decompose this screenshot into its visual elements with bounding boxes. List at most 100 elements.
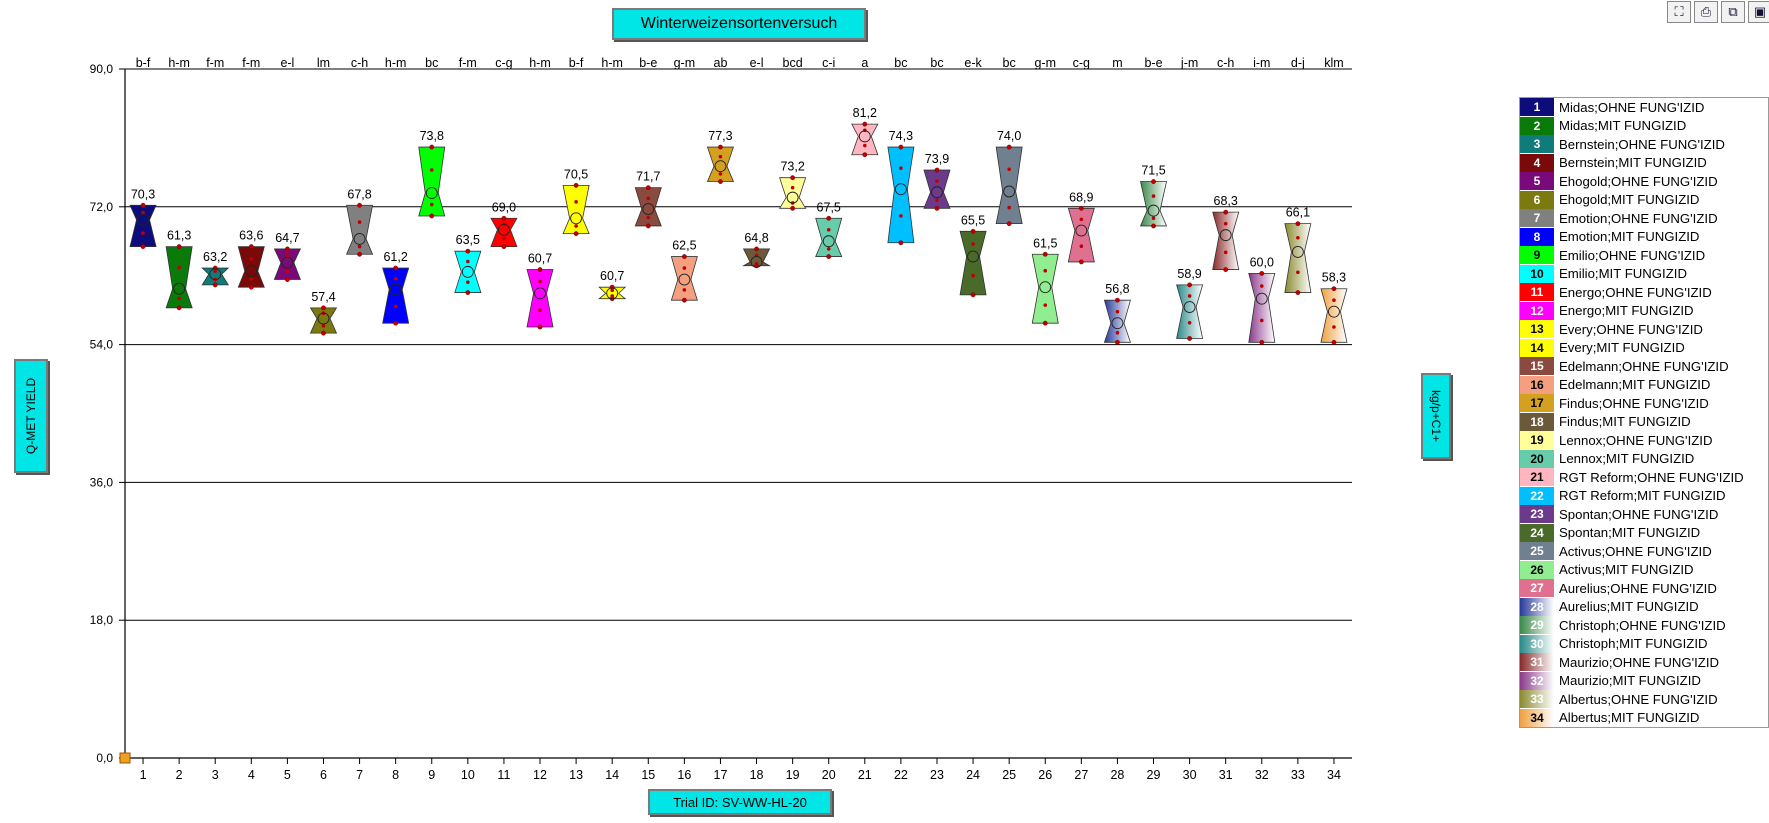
mean-marker (245, 265, 258, 278)
legend-swatch: 20 (1520, 449, 1554, 468)
mean-marker (750, 255, 763, 268)
legend-label: Emotion;MIT FUNGIZID (1559, 229, 1700, 245)
legend-swatch: 26 (1520, 560, 1554, 579)
legend-swatch: 17 (1520, 394, 1554, 413)
legend-label: Bernstein;OHNE FUNG'IZID (1559, 136, 1725, 152)
significance-letter: j-m (1180, 56, 1198, 70)
data-point (1187, 336, 1193, 341)
data-point (610, 294, 614, 298)
significance-letter: f-m (459, 56, 477, 70)
mean-marker (1003, 185, 1016, 198)
legend-swatch: 29 (1520, 616, 1554, 635)
data-point (899, 214, 903, 218)
legend-swatch: 4 (1520, 153, 1554, 172)
print-icon[interactable]: ⎙ (1694, 1, 1718, 23)
fit-screen-icon[interactable]: ⛶ (1667, 1, 1691, 23)
legend-item: 17 Findus;OHNE FUNG'IZID (1520, 394, 1768, 413)
data-point (501, 244, 507, 250)
legend-label: Energo;MIT FUNGIZID (1559, 303, 1694, 319)
legend-swatch: 24 (1520, 523, 1554, 542)
data-point (429, 213, 435, 219)
data-point (1332, 298, 1336, 302)
box-mark (1139, 181, 1168, 227)
value-label: 58,3 (1322, 271, 1346, 285)
x-tick-label: 2 (176, 768, 183, 782)
data-point (1007, 167, 1011, 172)
significance-letter: e-l (750, 56, 764, 70)
data-point (357, 244, 362, 249)
x-tick-label: 17 (714, 768, 728, 782)
box-mark (345, 204, 374, 255)
data-point (1259, 271, 1265, 276)
data-point (681, 254, 687, 259)
legend-item: 11 Energo;OHNE FUNG'IZID (1520, 283, 1768, 302)
significance-letter: b-f (569, 56, 584, 70)
data-point (1223, 221, 1228, 226)
value-label: 69,0 (492, 200, 516, 214)
significance-letter: h-m (168, 56, 190, 70)
copy-icon[interactable]: ⧉ (1721, 1, 1745, 23)
mean-marker (173, 282, 186, 295)
data-point (176, 305, 182, 311)
value-label: 70,3 (131, 187, 155, 201)
box-mark (706, 146, 735, 182)
mean-marker (1183, 301, 1196, 314)
box-mark (815, 217, 843, 257)
value-label: 66,1 (1286, 206, 1310, 220)
mean-marker (1075, 224, 1088, 237)
legend-swatch: 7 (1520, 209, 1554, 228)
legend-label: Emilio;OHNE FUNG'IZID (1559, 247, 1706, 263)
legend-item: 16 Edelmann;MIT FUNGIZID (1520, 375, 1768, 395)
legend-swatch: 19 (1520, 431, 1554, 450)
data-point (248, 244, 254, 250)
chart-title: Winterweizensortenversuch (612, 8, 866, 40)
value-label: 60,7 (600, 269, 624, 283)
legend-swatch: 22 (1520, 486, 1554, 505)
x-tick-label: 8 (392, 768, 399, 782)
value-label: 64,7 (275, 231, 299, 245)
legend-item: 5 Ehogold;OHNE FUNG'IZID (1520, 172, 1768, 191)
legend-label: Lennox;OHNE FUNG'IZID (1559, 432, 1713, 448)
data-point (1296, 236, 1300, 240)
x-tick-label: 24 (966, 768, 980, 782)
mean-marker (570, 212, 583, 225)
value-label: 56,8 (1105, 282, 1129, 296)
legend-item: 6 Ehogold;MIT FUNGIZID (1520, 190, 1768, 210)
value-label: 73,8 (420, 129, 444, 143)
x-tick-label: 31 (1219, 768, 1233, 782)
value-label: 81,2 (853, 106, 877, 120)
legend-item: 30 Christoph;MIT FUNGIZID (1520, 634, 1768, 654)
legend-swatch: 9 (1520, 246, 1554, 265)
significance-letter: bc (930, 56, 943, 70)
box-mark (634, 187, 662, 227)
box-mark (959, 230, 987, 296)
data-point (1151, 194, 1156, 198)
x-tick-label: 20 (822, 768, 836, 782)
legend-swatch: 27 (1520, 579, 1554, 598)
mean-marker (642, 203, 655, 216)
mean-marker (822, 235, 835, 248)
value-label: 67,8 (347, 187, 371, 201)
value-label: 63,2 (203, 250, 227, 264)
legend-item: 13 Every;OHNE FUNG'IZID (1520, 320, 1768, 339)
significance-letter: a (861, 56, 868, 70)
box-mark (454, 250, 482, 293)
legend-label: Activus;OHNE FUNG'IZID (1559, 543, 1712, 559)
x-tick-label: 13 (569, 768, 583, 782)
save-icon[interactable]: ▣ (1748, 1, 1769, 23)
legend-swatch: 1 (1520, 98, 1554, 117)
box-mark (923, 169, 951, 209)
significance-letter: e-k (964, 56, 982, 70)
significance-letter: ab (714, 56, 728, 70)
legend-item: 32 Maurizio;MIT FUNGIZID (1520, 671, 1768, 691)
data-point (284, 246, 290, 252)
legend-label: Midas;MIT FUNGIZID (1559, 118, 1687, 134)
box-mark (201, 267, 230, 286)
mean-marker (353, 233, 366, 245)
data-point (718, 154, 723, 159)
box-mark (1067, 207, 1095, 263)
secondary-axis-label: kg/p+C1+ (1421, 373, 1451, 459)
value-label: 74,0 (997, 129, 1021, 143)
legend-item: 23 Spontan;OHNE FUNG'IZID (1520, 505, 1768, 524)
data-point (1006, 144, 1012, 150)
